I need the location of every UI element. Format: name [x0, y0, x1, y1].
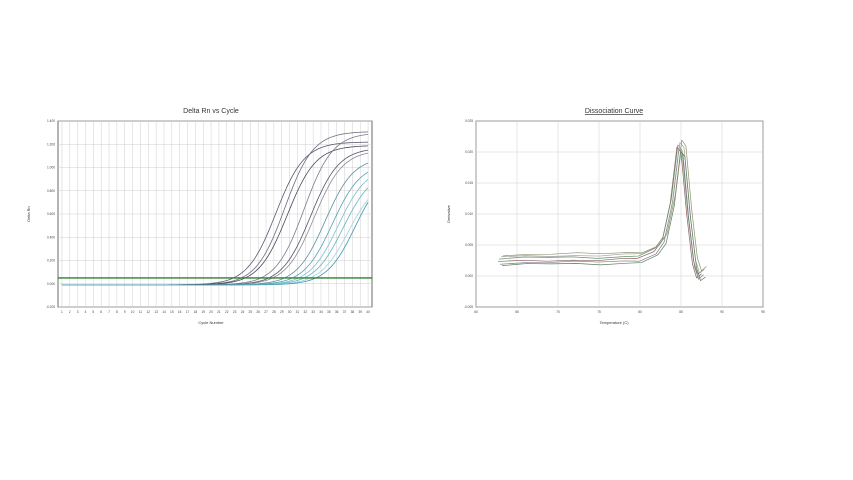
x-tick-label: 5	[92, 310, 94, 314]
x-tick-label: 21	[217, 310, 221, 314]
amplification-series-group	[58, 131, 372, 286]
dissociation-ticks: 60 65 70 75 80 85 90 95 -0.005 0.000 0.005 0.010 0.0…	[464, 119, 765, 314]
x-tick-label: 95	[761, 310, 765, 314]
y-tick-label: -0.200	[46, 305, 55, 309]
x-tick-label: 65	[515, 310, 519, 314]
amplification-x-axis-label: Cycle Number	[198, 320, 224, 325]
dissociation-y-axis-label: Derivative	[446, 204, 451, 223]
y-tick-label: 0.020	[465, 150, 473, 154]
x-tick-label: 18	[194, 310, 198, 314]
x-tick-label: 17	[186, 310, 190, 314]
x-tick-label: 12	[147, 310, 151, 314]
x-tick-label: 32	[304, 310, 308, 314]
x-tick-label: 24	[241, 310, 245, 314]
x-tick-label: 1	[61, 310, 63, 314]
y-tick-label: 0.025	[465, 119, 473, 123]
y-tick-label: 1.200	[47, 142, 55, 146]
y-tick-label: 0.005	[465, 243, 473, 247]
y-tick-label: 0.800	[47, 189, 55, 193]
amplification-grid	[58, 120, 372, 308]
melt-curve-3	[500, 148, 704, 280]
x-tick-label: 70	[556, 310, 560, 314]
x-tick-label: 3	[77, 310, 79, 314]
x-tick-label: 19	[201, 310, 205, 314]
x-tick-label: 39	[358, 310, 362, 314]
x-tick-label: 7	[108, 310, 110, 314]
y-tick-label: -0.005	[464, 305, 473, 309]
x-tick-label: 80	[638, 310, 642, 314]
x-tick-label: 23	[233, 310, 237, 314]
x-tick-label: 25	[249, 310, 253, 314]
dissociation-series-group	[498, 139, 707, 281]
x-tick-label: 22	[225, 310, 229, 314]
amplification-ticks: 1 2 3 4 5 6 7 8 9 10 11 12 13 14 15 16 17 18 19 20 21 22 23 24 2…	[46, 119, 370, 314]
melt-curve-5	[502, 151, 706, 281]
x-tick-label: 31	[296, 310, 300, 314]
melt-curve-2	[499, 144, 703, 275]
x-tick-label: 28	[272, 310, 276, 314]
x-tick-label: 34	[319, 310, 323, 314]
x-tick-label: 20	[209, 310, 213, 314]
x-tick-label: 40	[366, 310, 370, 314]
x-tick-label: 37	[343, 310, 347, 314]
amplification-y-axis-label: Delta Rn	[26, 206, 31, 222]
x-tick-label: 27	[264, 310, 268, 314]
dissociation-x-axis-label: Temperature (C)	[599, 320, 629, 325]
x-tick-label: 29	[280, 310, 284, 314]
y-tick-label: 0.000	[465, 274, 473, 278]
x-tick-label: 6	[100, 310, 102, 314]
y-tick-label: 1.000	[47, 166, 55, 170]
x-tick-label: 38	[351, 310, 355, 314]
x-tick-label: 90	[720, 310, 724, 314]
y-tick-label: 0.400	[47, 235, 55, 239]
x-tick-label: 36	[335, 310, 339, 314]
x-tick-label: 8	[116, 310, 118, 314]
y-tick-label: 0.000	[47, 282, 55, 286]
x-tick-label: 4	[85, 310, 87, 314]
x-tick-label: 30	[288, 310, 292, 314]
melt-curve-6	[503, 139, 707, 272]
x-tick-label: 9	[124, 310, 126, 314]
dissociation-chart-title: Dissociation Curve	[585, 108, 643, 115]
x-tick-label: 16	[178, 310, 182, 314]
y-tick-label: 0.600	[47, 212, 55, 216]
x-tick-label: 26	[256, 310, 260, 314]
x-tick-label: 85	[679, 310, 683, 314]
y-tick-label: 0.200	[47, 259, 55, 263]
x-tick-label: 15	[170, 310, 174, 314]
x-tick-label: 33	[311, 310, 315, 314]
x-tick-label: 2	[69, 310, 71, 314]
x-tick-label: 14	[162, 310, 166, 314]
x-tick-label: 60	[474, 310, 478, 314]
y-tick-label: 1.400	[47, 119, 55, 123]
x-tick-label: 10	[131, 310, 135, 314]
x-tick-label: 35	[327, 310, 331, 314]
amplification-chart-title: Delta Rn vs Cycle	[183, 108, 239, 115]
x-tick-label: 11	[139, 310, 143, 314]
x-tick-label: 13	[154, 310, 158, 314]
x-tick-label: 75	[597, 310, 601, 314]
y-tick-label: 0.010	[465, 212, 473, 216]
y-tick-label: 0.015	[465, 181, 473, 185]
